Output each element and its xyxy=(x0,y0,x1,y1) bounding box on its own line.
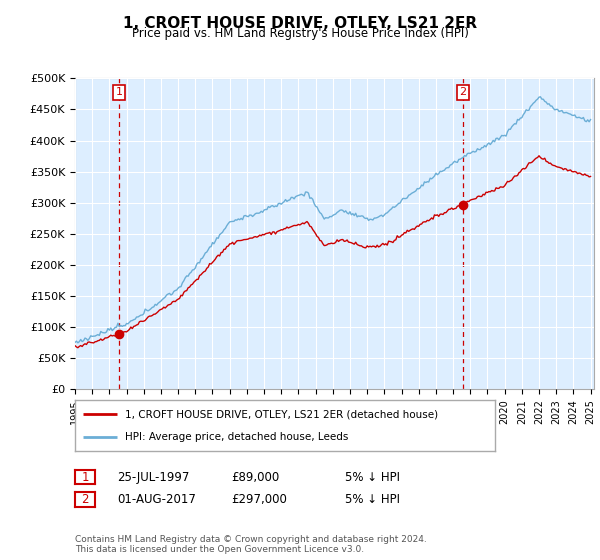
Text: 2: 2 xyxy=(82,493,89,506)
Text: 5% ↓ HPI: 5% ↓ HPI xyxy=(345,470,400,484)
Text: Contains HM Land Registry data © Crown copyright and database right 2024.
This d: Contains HM Land Registry data © Crown c… xyxy=(75,535,427,554)
Text: £89,000: £89,000 xyxy=(231,470,279,484)
Text: Price paid vs. HM Land Registry's House Price Index (HPI): Price paid vs. HM Land Registry's House … xyxy=(131,27,469,40)
Text: 1: 1 xyxy=(115,87,122,97)
Text: 1, CROFT HOUSE DRIVE, OTLEY, LS21 2ER (detached house): 1, CROFT HOUSE DRIVE, OTLEY, LS21 2ER (d… xyxy=(125,409,439,419)
Text: 5% ↓ HPI: 5% ↓ HPI xyxy=(345,493,400,506)
Text: 1: 1 xyxy=(82,470,89,484)
Text: £297,000: £297,000 xyxy=(231,493,287,506)
Text: HPI: Average price, detached house, Leeds: HPI: Average price, detached house, Leed… xyxy=(125,432,349,442)
Text: 25-JUL-1997: 25-JUL-1997 xyxy=(117,470,190,484)
Text: 01-AUG-2017: 01-AUG-2017 xyxy=(117,493,196,506)
Text: 2: 2 xyxy=(460,87,467,97)
Text: 1, CROFT HOUSE DRIVE, OTLEY, LS21 2ER: 1, CROFT HOUSE DRIVE, OTLEY, LS21 2ER xyxy=(123,16,477,31)
